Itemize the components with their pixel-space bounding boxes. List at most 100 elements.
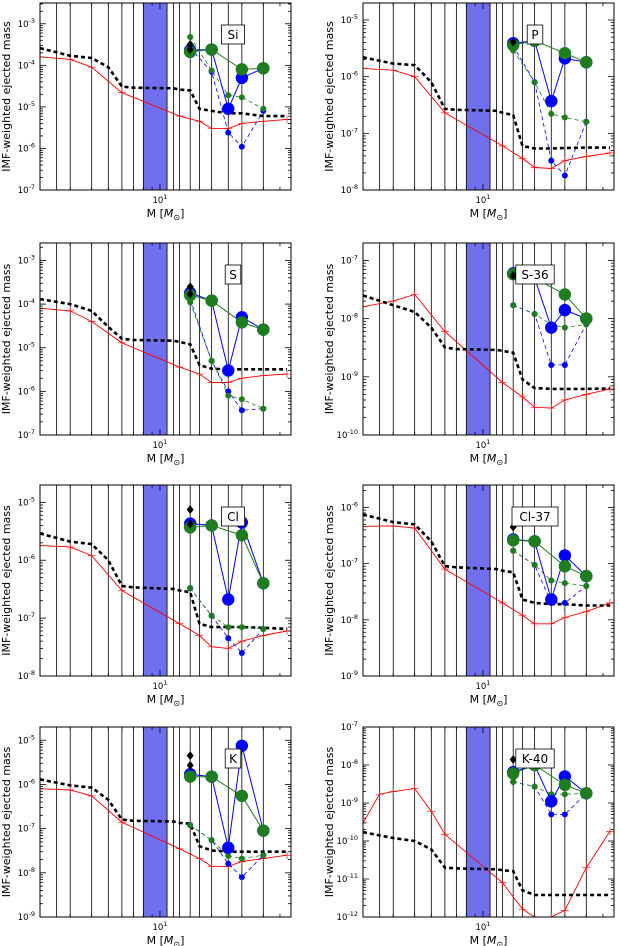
green-large-point <box>580 787 593 800</box>
y-tick-exponent: -9 <box>29 910 35 918</box>
x-tick-exponent: 1 <box>486 679 490 687</box>
y-tick-label: 10-5 <box>341 13 358 26</box>
x-label-subscript: ⊙ <box>496 213 503 222</box>
y-tick-exponent: -3 <box>29 253 35 261</box>
red-plus-marker <box>363 522 367 531</box>
green-large-point <box>558 560 572 573</box>
red-plus-marker <box>87 317 96 326</box>
blue-large-point <box>545 94 558 108</box>
y-tick-label: 10-3 <box>18 17 35 30</box>
green-small-dashed-point <box>260 625 267 632</box>
y-tick-base: 10 <box>341 672 352 682</box>
blue-large-point <box>545 593 558 606</box>
blue-small-dashed-point <box>548 811 555 818</box>
y-tick-base: 10 <box>18 20 29 30</box>
y-axis-label: IMF-weighted ejected mass <box>323 746 336 897</box>
blue-large-point <box>558 549 572 562</box>
green-large-point <box>506 534 520 547</box>
x-label-symbol: M <box>164 207 174 220</box>
x-tick-exponent: 1 <box>163 193 167 201</box>
x-tick-exponent: 1 <box>163 438 167 446</box>
y-tick-exponent: -6 <box>29 777 35 785</box>
red-plus-marker <box>87 63 96 72</box>
element-label: Cl <box>227 510 239 524</box>
y-tick-label: 10-7 <box>341 720 358 733</box>
y-tick-exponent: -7 <box>29 183 35 191</box>
x-label-suffix: ] <box>503 693 507 706</box>
y-tick-base: 10 <box>341 616 352 626</box>
red-plus-marker <box>606 827 614 836</box>
red-plus-marker <box>195 631 204 640</box>
green-small-dashed-line <box>189 36 264 110</box>
blue-small-dashed-point <box>238 143 245 150</box>
red-plus-marker <box>375 790 384 799</box>
green-large-point <box>257 577 270 590</box>
red-plus-marker <box>582 863 591 872</box>
red-plus-marker <box>237 374 246 383</box>
red-plus-marker <box>410 72 419 81</box>
green-small-dashed-point <box>531 311 538 318</box>
green-large-point <box>580 56 593 69</box>
green-small-dashed-point <box>238 624 245 631</box>
green-small-dashed-point <box>208 837 215 844</box>
y-tick-exponent: -6 <box>352 500 358 508</box>
red-plus-marker <box>87 791 96 800</box>
x-label-prefix: M [ <box>147 452 164 465</box>
red-plus-marker <box>207 378 216 387</box>
mass-gap-band <box>142 484 168 677</box>
green-small-dashed-point <box>225 92 232 99</box>
y-tick-exponent: -5 <box>29 100 35 108</box>
red-plus-marker <box>389 297 398 306</box>
black-diamond-marker <box>186 282 194 292</box>
y-tick-base: 10 <box>341 560 352 570</box>
red-plus-marker <box>606 148 614 157</box>
red-plus-marker <box>560 395 569 404</box>
x-tick-base: 10 <box>475 196 486 206</box>
x-label-subscript: ⊙ <box>173 458 180 467</box>
x-label-subscript: ⊙ <box>173 699 180 708</box>
y-tick-base: 10 <box>18 300 29 310</box>
y-axis-label: IMF-weighted ejected mass <box>323 21 336 172</box>
blue-large-point <box>222 364 235 377</box>
green-small-dashed-point <box>238 396 245 403</box>
mass-gap-band <box>465 726 491 918</box>
red-plus-marker <box>547 619 556 628</box>
y-tick-exponent: -7 <box>29 822 35 830</box>
x-tick-label: 101 <box>152 920 167 933</box>
y-tick-label: 10-8 <box>18 866 35 879</box>
y-tick-label: 10-9 <box>341 370 358 383</box>
red-plus-marker <box>498 378 507 387</box>
y-tick-exponent: -5 <box>29 733 35 741</box>
data-layer <box>363 513 614 628</box>
element-label: K-40 <box>522 752 548 766</box>
x-axis-label: M [M⊙] <box>470 934 508 946</box>
x-tick-label: 101 <box>475 438 490 451</box>
x-tick-label: 101 <box>475 193 490 206</box>
x-label-prefix: M [ <box>147 207 164 220</box>
y-tick-exponent: -9 <box>352 669 358 677</box>
x-label-suffix: ] <box>180 452 184 465</box>
green-small-dashed-point <box>225 853 232 860</box>
blue-large-point <box>545 321 558 334</box>
green-large-point <box>558 288 572 301</box>
y-tick-exponent: -7 <box>29 428 35 436</box>
y-axis-label: IMF-weighted ejected mass <box>0 21 13 172</box>
x-label-suffix: ] <box>180 693 184 706</box>
green-large-point <box>183 770 197 783</box>
red-plus-marker <box>224 378 233 387</box>
green-large-point <box>257 62 270 75</box>
y-tick-base: 10 <box>18 103 29 113</box>
y-tick-exponent: -6 <box>29 384 35 392</box>
y-tick-exponent: -8 <box>352 758 358 766</box>
y-tick-base: 10 <box>18 431 29 441</box>
x-label-prefix: M [ <box>470 207 487 220</box>
x-label-suffix: ] <box>503 452 507 465</box>
x-axis-label: M [M⊙] <box>470 452 508 467</box>
element-label: Cl-37 <box>519 510 550 524</box>
green-small-dashed-point <box>238 855 245 862</box>
black-diamond-marker <box>186 289 194 299</box>
axes-frame <box>362 2 615 191</box>
y-tick-exponent: -7 <box>352 126 358 134</box>
